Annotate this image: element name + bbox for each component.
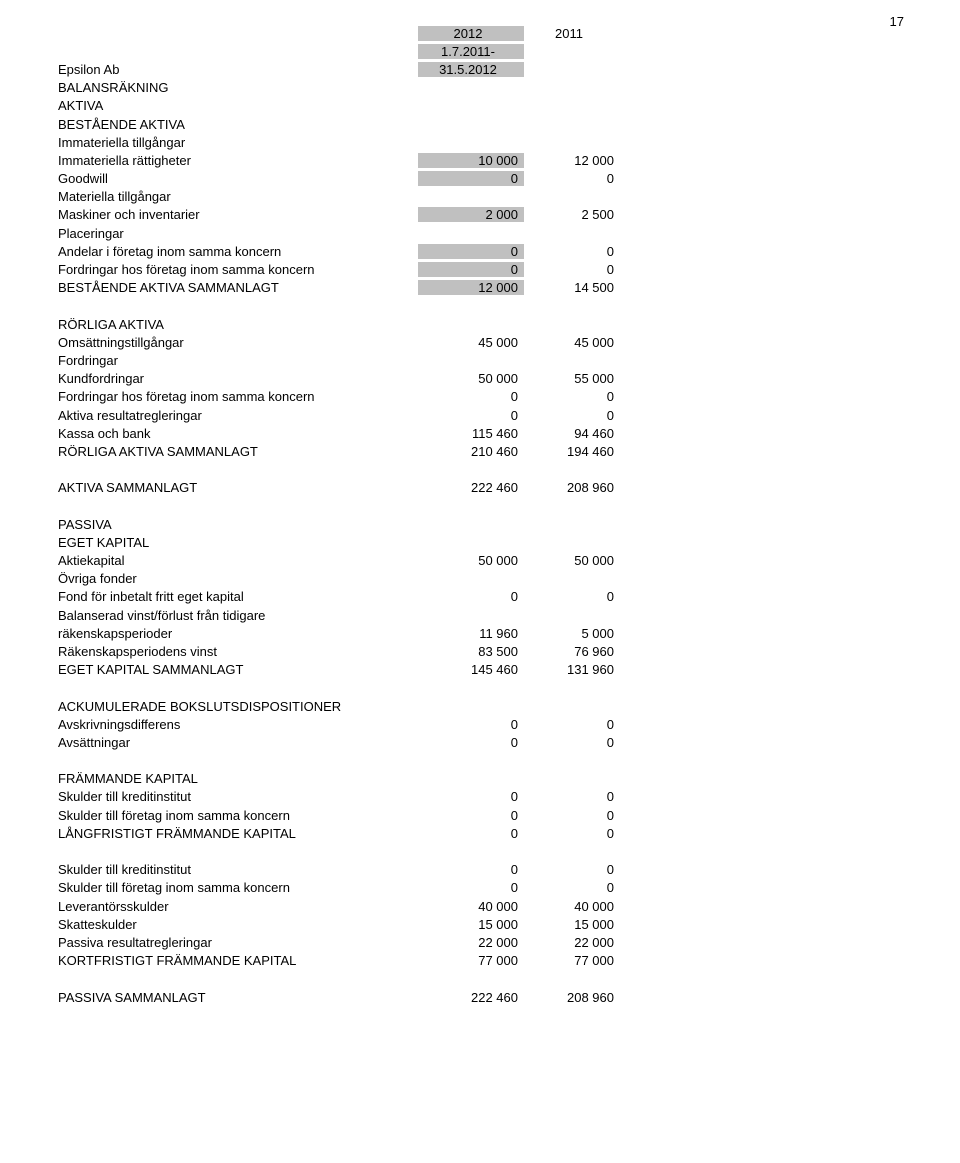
title-ackumulerade: ACKUMULERADE BOKSLUTSDISPOSITIONER	[58, 697, 830, 715]
row-avskrivning: Avskrivningsdifferens00	[58, 715, 830, 733]
row-maskiner: Maskiner och inventarier2 0002 500	[58, 206, 830, 224]
row-fordringar-koncern-1: Fordringar hos företag inom samma koncer…	[58, 260, 830, 278]
title-passiva: PASSIVA	[58, 515, 830, 533]
row-fordringar-hdr: Fordringar	[58, 351, 830, 369]
row-goodwill: Goodwill00	[58, 170, 830, 188]
company-row: Epsilon Ab 31.5.2012	[58, 60, 830, 78]
row-ovriga-fonder: Övriga fonder	[58, 570, 830, 588]
row-kundfordringar: Kundfordringar50 00055 000	[58, 370, 830, 388]
row-placeringar: Placeringar	[58, 224, 830, 242]
row-aktiva-resultat: Aktiva resultatregleringar00	[58, 406, 830, 424]
page-number: 17	[890, 14, 904, 29]
title-aktiva: AKTIVA	[58, 97, 830, 115]
row-eget-kapital-sum: EGET KAPITAL SAMMANLAGT145 460131 960	[58, 661, 830, 679]
col-year-2: 2011	[524, 26, 620, 41]
row-passiva-resultat: Passiva resultatregleringar22 00022 000	[58, 933, 830, 951]
company-date: 31.5.2012	[418, 62, 524, 77]
title-balansrakning: BALANSRÄKNING	[58, 79, 830, 97]
row-skulder-koncern-2: Skulder till företag inom samma koncern0…	[58, 879, 830, 897]
row-fordringar-koncern-2: Fordringar hos företag inom samma koncer…	[58, 388, 830, 406]
title-bestaende-aktiva: BESTÅENDE AKTIVA	[58, 115, 830, 133]
row-balanserad-a: Balanserad vinst/förlust från tidigare	[58, 606, 830, 624]
row-andelar: Andelar i företag inom samma koncern00	[58, 242, 830, 260]
row-aktiva-sum: AKTIVA SAMMANLAGT222 460208 960	[58, 479, 830, 497]
row-immateriella-rattigheter: Immateriella rättigheter10 00012 000	[58, 151, 830, 169]
row-rakenskap-vinst: Räkenskapsperiodens vinst83 50076 960	[58, 642, 830, 660]
row-skulder-kredit-1: Skulder till kreditinstitut00	[58, 788, 830, 806]
row-passiva-sum: PASSIVA SAMMANLAGT222 460208 960	[58, 988, 830, 1006]
row-fond-inbetalt: Fond för inbetalt fritt eget kapital00	[58, 588, 830, 606]
row-balanserad-b: räkenskapsperioder11 9605 000	[58, 624, 830, 642]
company-name: Epsilon Ab	[58, 62, 418, 77]
row-materiella-tillgangar: Materiella tillgångar	[58, 188, 830, 206]
row-leverantor: Leverantörsskulder40 00040 000	[58, 897, 830, 915]
row-aktiekapital: Aktiekapital50 00050 000	[58, 551, 830, 569]
col-year-1: 2012	[418, 26, 524, 41]
title-rorliga: RÖRLIGA AKTIVA	[58, 315, 830, 333]
title-eget-kapital: EGET KAPITAL	[58, 533, 830, 551]
row-skulder-kredit-2: Skulder till kreditinstitut00	[58, 861, 830, 879]
header-row-period: 1.7.2011-	[58, 42, 830, 60]
row-kassa: Kassa och bank115 46094 460	[58, 424, 830, 442]
row-rorliga-sum: RÖRLIGA AKTIVA SAMMANLAGT210 460194 460	[58, 442, 830, 460]
row-langfristigt: LÅNGFRISTIGT FRÄMMANDE KAPITAL00	[58, 824, 830, 842]
row-kortfristigt: KORTFRISTIGT FRÄMMANDE KAPITAL77 00077 0…	[58, 952, 830, 970]
balance-sheet-page: 17 2012 2011 1.7.2011- Epsilon Ab 31.5.2…	[0, 0, 960, 1046]
title-frammande: FRÄMMANDE KAPITAL	[58, 770, 830, 788]
row-omsattning: Omsättningstillgångar45 00045 000	[58, 333, 830, 351]
col-period: 1.7.2011-	[418, 44, 524, 59]
row-skatteskulder: Skatteskulder15 00015 000	[58, 915, 830, 933]
row-immateriella-tillgangar: Immateriella tillgångar	[58, 133, 830, 151]
row-bestaende-sum: BESTÅENDE AKTIVA SAMMANLAGT12 00014 500	[58, 279, 830, 297]
row-skulder-koncern-1: Skulder till företag inom samma koncern0…	[58, 806, 830, 824]
row-avsattningar: Avsättningar00	[58, 733, 830, 751]
header-row-years: 2012 2011	[58, 24, 830, 42]
